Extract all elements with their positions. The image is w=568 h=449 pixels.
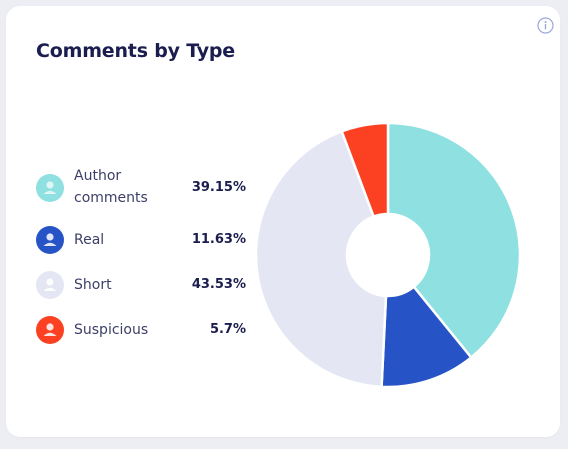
legend-value: 5.7% [209,322,246,337]
info-icon[interactable] [537,17,554,34]
legend-item-real: Real 11.63% [36,225,246,255]
legend-avatar-real [36,226,64,254]
user-icon [36,271,64,299]
legend-value: 39.15% [191,180,246,195]
legend-label: Short [74,277,112,293]
comments-by-type-card: Comments by Type Author comments 39.15% … [6,6,560,437]
donut-slice-short[interactable] [254,130,388,389]
legend-avatar-author-comments [36,174,64,202]
donut-slice-author-comments[interactable] [386,121,522,359]
user-icon [36,316,64,344]
legend-value: 11.63% [191,232,246,247]
legend-label: Author comments [74,168,148,206]
legend-item-suspicious: Suspicious 5.7% [36,315,246,345]
legend-item-short: Short 43.53% [36,270,246,300]
donut-slice-real[interactable] [380,285,473,389]
legend-item-author-comments: Author comments 39.15% [36,165,246,213]
legend-value: 43.53% [191,277,246,292]
legend-avatar-suspicious [36,316,64,344]
donut-chart [254,121,522,389]
user-icon [36,226,64,254]
card-title: Comments by Type [36,40,235,62]
legend-label: Suspicious [74,322,149,338]
legend-label: Real [74,232,105,248]
legend-avatar-short [36,271,64,299]
user-icon [36,174,64,202]
donut-slice-suspicious[interactable] [340,121,390,218]
